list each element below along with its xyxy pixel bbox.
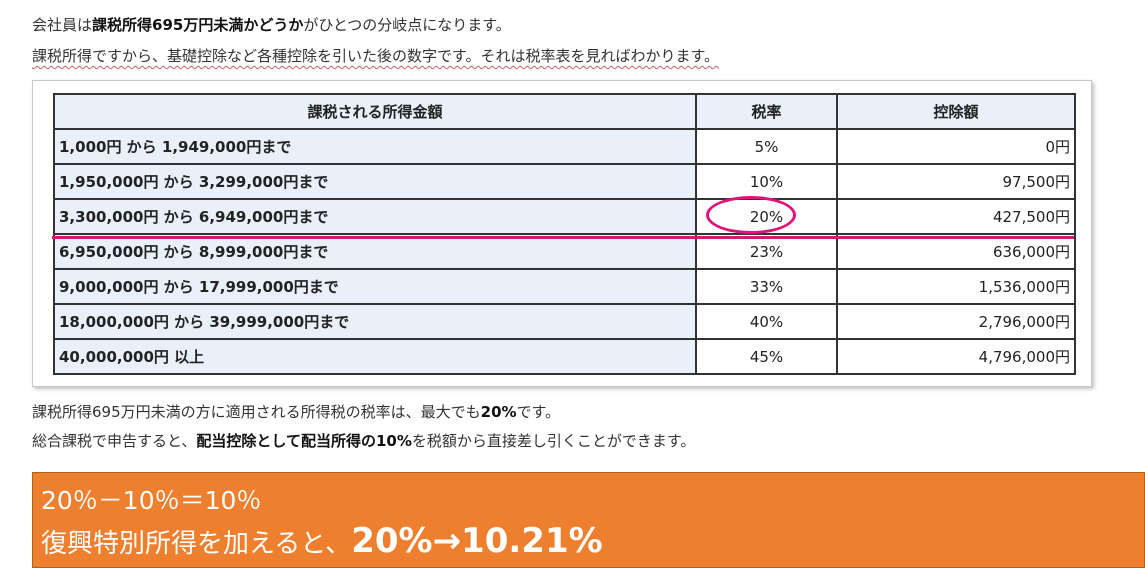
table-row: 9,000,000円 から 17,999,000円まで 33% 1,536,00… [53,268,1076,305]
table-row: 1,000円 から 1,949,000円まで 5% 0円 [53,128,1076,165]
income-range: 18,000,000円 から 39,999,000円まで [53,303,697,340]
deduction: 4,796,000円 [836,338,1076,375]
table-header-row: 課税される所得金額 税率 控除額 [53,93,1076,130]
table-row: 6,950,000円 から 8,999,000円まで 23% 636,000円 [53,233,1076,270]
tax-rate: 45% [695,338,838,375]
income-range: 9,000,000円 から 17,999,000円まで [53,268,697,305]
table-row: 3,300,000円 から 6,949,000円まで 20% 427,500円 [53,198,1076,235]
header-income: 課税される所得金額 [53,93,697,130]
income-range: 1,950,000円 から 3,299,000円まで [53,163,697,200]
after-bold: 配当控除として配当所得の10% [196,432,412,450]
intro-text: 会社員は [32,16,93,34]
callout-text: 復興特別所得を加えると、 [41,529,352,559]
after-line-1: 課税所得695万円未満の方に適用される所得税の税率は、最大でも20%です。 [32,401,560,422]
deduction: 1,536,000円 [836,268,1076,305]
tax-rate-table: 課税される所得金額 税率 控除額 1,000円 から 1,949,000円まで … [53,93,1076,375]
after-line-2: 総合課税で申告すると、配当控除として配当所得の10%を税額から直接差し引くことが… [32,430,695,451]
header-deduction: 控除額 [836,93,1076,130]
deduction: 636,000円 [836,233,1076,270]
callout-formula: 20％－10％＝10％ [41,486,262,515]
intro-text-tail: がひとつの分岐点になります。 [303,16,511,34]
rate-highlight-circle [706,196,796,234]
intro-line-2: 課税所得ですから、基礎控除など各種控除を引いた後の数字です。それは税率表を見れば… [32,47,720,65]
tax-rate: 23% [695,233,838,270]
income-range: 3,300,000円 から 6,949,000円まで [53,198,697,235]
table-row: 1,950,000円 から 3,299,000円まで 10% 97,500円 [53,163,1076,200]
deduction: 0円 [836,128,1076,165]
deduction: 2,796,000円 [836,303,1076,340]
callout-bold: 20%→10.21% [351,521,603,561]
tax-rate: 33% [695,268,838,305]
tax-rate: 10% [695,163,838,200]
income-range: 1,000円 から 1,949,000円まで [53,128,697,165]
tax-rate: 40% [695,303,838,340]
after-bold: 20% [480,403,517,421]
income-range: 6,950,000円 から 8,999,000円まで [53,233,697,270]
after-text-tail: です。 [516,403,561,421]
intro-line-1: 会社員は課税所得695万円未満かどうかがひとつの分岐点になります。 [32,14,511,35]
after-text: 課税所得695万円未満の方に適用される所得税の税率は、最大でも [32,403,481,421]
deduction: 97,500円 [836,163,1076,200]
summary-callout: 20％－10％＝10％ 復興特別所得を加えると、20%→10.21% [32,472,1145,568]
callout-result: 復興特別所得を加えると、20%→10.21% [41,521,603,561]
after-text: 総合課税で申告すると、 [32,432,197,450]
table-row: 40,000,000円 以上 45% 4,796,000円 [53,338,1076,375]
intro-bold: 課税所得695万円未満かどうか [92,16,304,34]
income-range: 40,000,000円 以上 [53,338,697,375]
header-rate: 税率 [695,93,838,130]
threshold-underline [52,236,1074,239]
tax-rate-table-frame: 課税される所得金額 税率 控除額 1,000円 から 1,949,000円まで … [32,80,1092,387]
after-text-tail: を税額から直接差し引くことができます。 [411,432,696,450]
table-row: 18,000,000円 から 39,999,000円まで 40% 2,796,0… [53,303,1076,340]
deduction: 427,500円 [836,198,1076,235]
tax-rate: 5% [695,128,838,165]
